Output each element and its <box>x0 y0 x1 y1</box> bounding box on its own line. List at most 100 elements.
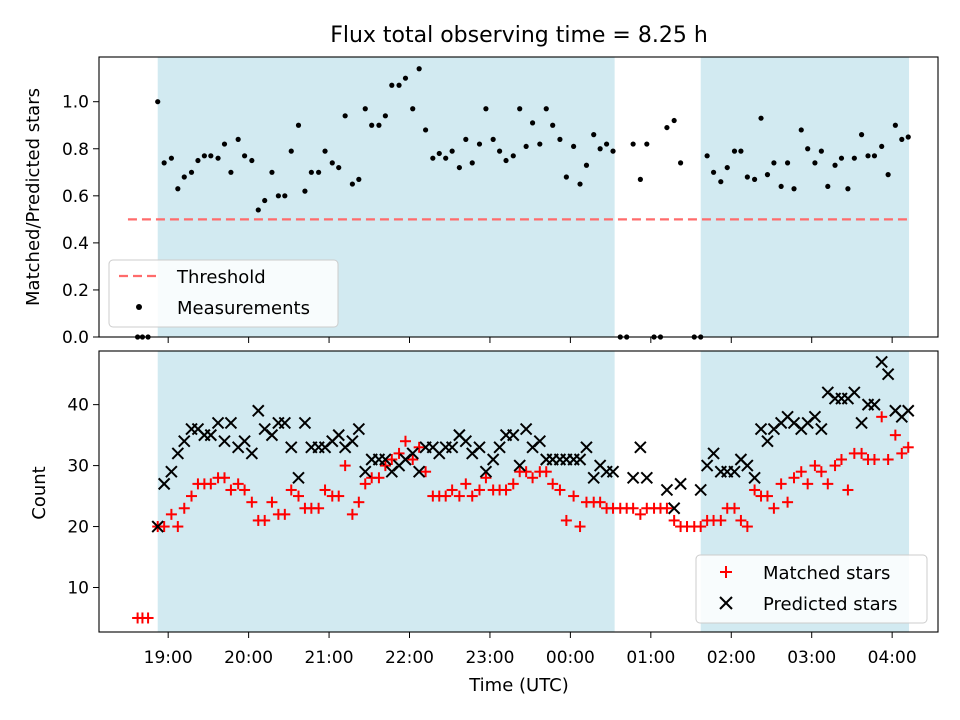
measurement-point-41 <box>410 106 416 112</box>
x-axis-label: Time (UTC) <box>468 675 569 696</box>
predicted-point-50 <box>486 453 500 466</box>
matched-point-34 <box>359 478 371 490</box>
predicted-point-54 <box>513 459 526 472</box>
predicted-point-70 <box>634 441 647 454</box>
measurement-point-9 <box>195 157 201 164</box>
matched-point-75 <box>634 508 646 520</box>
predicted-point-64 <box>580 441 593 454</box>
measurement-point-11 <box>208 153 214 159</box>
matched-point-16 <box>239 484 251 496</box>
measurement-point-28 <box>322 148 328 154</box>
measurement-point-14 <box>228 169 234 175</box>
count-y-tick-label-0: 10 <box>67 579 89 599</box>
measurement-point-89 <box>738 148 744 154</box>
measurement-point-36 <box>376 122 382 128</box>
matched-point-48 <box>453 490 465 502</box>
measurement-point-42 <box>416 66 422 72</box>
predicted-point-20 <box>285 441 298 454</box>
matched-point-106 <box>842 484 854 496</box>
matched-point-66 <box>574 521 586 533</box>
x-tick-label-0: 19:00 <box>144 648 193 668</box>
measurement-point-24 <box>295 122 302 128</box>
ratio-y-tick-label-1: 0.2 <box>62 281 89 301</box>
matched-point-92 <box>749 484 761 496</box>
matched-point-4 <box>158 521 170 533</box>
predicted-legend-swatch <box>719 596 733 610</box>
ratio-window-1 <box>700 57 910 337</box>
measurement-point-104 <box>838 155 845 161</box>
matched-point-63 <box>554 484 566 496</box>
measurement-point-30 <box>336 164 342 171</box>
count-y-tick-label-2: 30 <box>67 457 89 477</box>
measurement-point-92 <box>758 115 764 121</box>
measurement-point-88 <box>731 148 738 154</box>
matched-point-91 <box>741 521 753 533</box>
measurement-point-49 <box>463 136 469 142</box>
ratio-y-axis: 0.0 0.2 0.4 0.6 0.8 1.0 <box>62 93 99 348</box>
matched-point-58 <box>520 466 532 478</box>
count-plot-frame <box>98 350 939 633</box>
matched-point-101 <box>809 460 821 472</box>
measurement-point-69 <box>597 146 603 152</box>
predicted-point-71 <box>640 471 654 484</box>
measurement-point-26 <box>308 169 314 175</box>
ratio-panel: 0.0 0.2 0.4 0.6 0.8 1.0 Matched/Predicted sta… <box>23 56 939 348</box>
measurement-point-91 <box>751 176 758 182</box>
predicted-point-85 <box>761 435 774 448</box>
matched-point-50 <box>466 490 478 502</box>
matched-point-64 <box>560 514 572 526</box>
measurement-point-90 <box>744 174 750 180</box>
measurement-point-7 <box>181 174 187 180</box>
measurement-point-64 <box>563 174 569 180</box>
matched-point-90 <box>735 514 747 526</box>
ratio-legend-box <box>108 259 339 328</box>
matched-point-30 <box>333 490 345 502</box>
matched-point-23 <box>285 484 297 496</box>
predicted-point-49 <box>479 465 493 478</box>
matched-point-65 <box>568 490 580 502</box>
predicted-point-9 <box>211 416 225 430</box>
predicted-point-57 <box>533 435 547 448</box>
matched-point-56 <box>507 478 519 490</box>
measurement-point-62 <box>550 122 556 128</box>
matched-point-49 <box>460 478 472 490</box>
measurement-point-44 <box>430 155 436 161</box>
measurement-point-50 <box>469 160 475 166</box>
measurement-point-13 <box>221 141 228 147</box>
measurement-point-81 <box>677 160 684 166</box>
predicted-point-13 <box>238 435 251 448</box>
predicted-point-22 <box>298 416 312 430</box>
predicted-point-51 <box>493 441 506 454</box>
predicted-point-106 <box>902 404 915 417</box>
measurement-point-66 <box>577 181 583 187</box>
matched-point-69 <box>594 496 606 508</box>
measurement-point-55 <box>503 157 509 164</box>
measurement-point-80 <box>671 117 677 124</box>
matched-point-14 <box>225 484 237 496</box>
measurement-point-37 <box>382 113 388 119</box>
predicted-point-10 <box>218 435 231 448</box>
x-tick-label-3: 22:00 <box>385 648 434 668</box>
matched-point-7 <box>178 502 190 514</box>
x-tick-label-7: 02:00 <box>707 648 756 668</box>
measurement-point-56 <box>510 153 516 159</box>
measurement-point-110 <box>879 143 885 150</box>
measurement-point-45 <box>436 150 442 157</box>
matched-point-113 <box>889 429 901 441</box>
predicted-point-73 <box>667 502 681 515</box>
matched-point-103 <box>822 478 834 490</box>
measurement-point-87 <box>724 164 730 171</box>
measurement-point-12 <box>215 155 221 161</box>
matched-point-84 <box>695 521 707 533</box>
measurement-point-51 <box>476 141 483 147</box>
predicted-point-1 <box>157 477 171 491</box>
predicted-point-82 <box>741 459 754 472</box>
count-legend: Matched stars Predicted stars <box>695 554 928 624</box>
predicted-point-38 <box>406 447 419 460</box>
x-tick-label-9: 04:00 <box>868 648 917 668</box>
measurement-point-35 <box>369 122 375 128</box>
measurement-point-79 <box>664 124 670 131</box>
threshold-legend-label: Threshold <box>176 267 266 288</box>
measurement-point-105 <box>845 186 851 192</box>
